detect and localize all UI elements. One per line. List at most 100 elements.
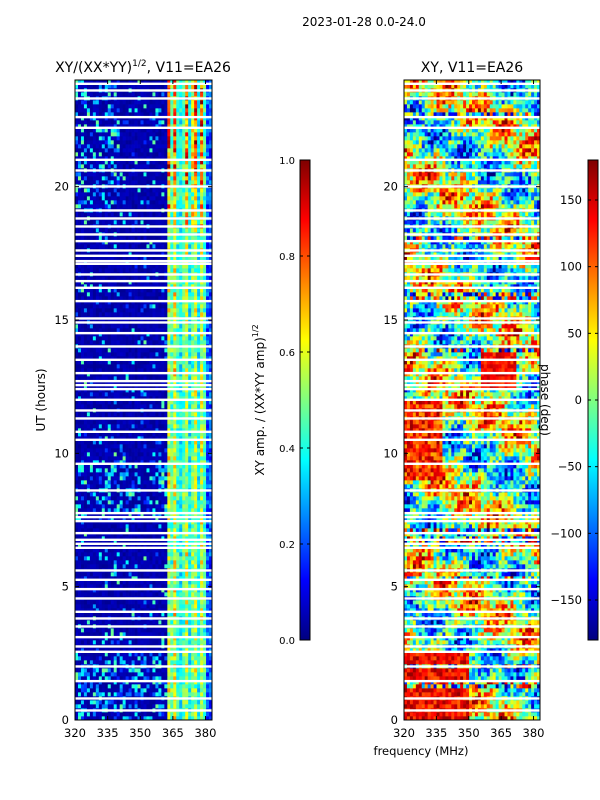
heatmap-cell <box>164 524 168 529</box>
heatmap-cell <box>155 472 159 477</box>
figure-suptitle: 2023-01-28 0.0-24.0 <box>302 15 426 29</box>
heatmap-cell <box>95 476 100 481</box>
heatmap-cell <box>191 560 195 565</box>
heatmap-cell <box>197 340 201 345</box>
heatmap-cell <box>194 632 198 637</box>
heatmap-cell <box>161 640 165 645</box>
heatmap-cell <box>98 700 103 705</box>
heatmap-cell <box>122 356 126 361</box>
heatmap-cell <box>80 444 85 449</box>
heatmap-cell <box>77 704 82 709</box>
heatmap-cell <box>206 340 210 345</box>
heatmap-cell <box>137 712 141 717</box>
heatmap-cell <box>122 580 126 585</box>
heatmap-cell <box>116 428 121 433</box>
heatmap-cell <box>185 420 189 425</box>
heatmap-cell <box>149 648 153 653</box>
heatmap-cell <box>92 508 97 513</box>
heatmap-cell <box>92 504 97 509</box>
heatmap-cell <box>98 492 103 497</box>
heatmap-cell <box>203 364 207 369</box>
heatmap-cell <box>110 292 115 297</box>
heatmap-cell <box>98 640 103 645</box>
heatmap-cell <box>110 480 115 485</box>
heatmap-cell <box>125 404 129 409</box>
heatmap-cell <box>164 656 168 661</box>
heatmap-cell <box>95 448 100 453</box>
heatmap-cell <box>110 500 115 505</box>
heatmap-cell <box>182 540 186 545</box>
heatmap-cell <box>158 556 162 561</box>
heatmap-cell <box>191 528 195 533</box>
heatmap-cell <box>173 356 177 361</box>
heatmap-cell <box>75 396 79 401</box>
heatmap-cell <box>170 412 174 417</box>
heatmap-cell <box>143 432 147 437</box>
heatmap-cell <box>95 312 100 317</box>
heatmap-cell <box>203 656 207 661</box>
heatmap-cell <box>158 396 162 401</box>
heatmap-cell <box>167 676 171 681</box>
heatmap-cell <box>77 444 82 449</box>
heatmap-cell <box>191 592 195 597</box>
heatmap-cell <box>203 336 207 341</box>
heatmap-cell <box>167 444 171 449</box>
heatmap-cell <box>119 672 123 677</box>
heatmap-cell <box>161 448 165 453</box>
heatmap-cell <box>182 412 186 417</box>
heatmap-cell <box>137 676 141 681</box>
heatmap-cell <box>77 396 82 401</box>
heatmap-cell <box>155 584 159 589</box>
heatmap-cell <box>194 392 198 397</box>
heatmap-cell <box>206 328 210 333</box>
heatmap-cell <box>191 672 195 677</box>
heatmap-cell <box>158 412 162 417</box>
heatmap-cell <box>197 312 201 317</box>
heatmap-cell <box>143 584 147 589</box>
heatmap-cell <box>128 660 132 665</box>
heatmap-cell <box>203 412 207 417</box>
heatmap-cell <box>155 304 159 309</box>
heatmap-cell <box>203 304 207 309</box>
heatmap-cell <box>104 440 109 445</box>
heatmap-cell <box>95 288 100 293</box>
heatmap-cell <box>98 580 103 585</box>
heatmap-cell <box>206 400 210 405</box>
heatmap-cell <box>140 548 144 553</box>
heatmap-cell <box>170 608 174 613</box>
heatmap-cell <box>161 432 165 437</box>
heatmap-cell <box>140 604 144 609</box>
heatmap-cell <box>179 716 183 721</box>
heatmap-cell <box>86 652 91 657</box>
heatmap-cell <box>128 420 132 425</box>
heatmap-cell <box>104 544 109 549</box>
heatmap-cell <box>191 340 195 345</box>
heatmap-cell <box>110 468 115 473</box>
heatmap-cell <box>194 460 198 465</box>
heatmap-cell <box>80 560 85 565</box>
heatmap-cell <box>152 436 156 441</box>
heatmap-cell <box>206 324 210 329</box>
heatmap-cell <box>83 472 88 477</box>
heatmap-cell <box>83 296 88 301</box>
heatmap-cell <box>176 608 180 613</box>
heatmap-cell <box>161 348 165 353</box>
heatmap-cell <box>125 564 129 569</box>
heatmap-cell <box>86 496 91 501</box>
heatmap-cell <box>170 392 174 397</box>
heatmap-cell <box>146 540 150 545</box>
heatmap-cell <box>122 336 126 341</box>
heatmap-cell <box>158 560 162 565</box>
heatmap-cell <box>188 692 192 697</box>
heatmap-cell <box>155 604 159 609</box>
heatmap-cell <box>194 336 198 341</box>
heatmap-cell <box>185 508 189 513</box>
heatmap-cell <box>194 580 198 585</box>
heatmap-cell <box>173 632 177 637</box>
heatmap-cell <box>167 324 171 329</box>
heatmap-cell <box>152 652 156 657</box>
heatmap-cell <box>203 640 207 645</box>
heatmap-cell <box>194 428 198 433</box>
heatmap-cell <box>86 404 91 409</box>
heatmap-cell <box>182 560 186 565</box>
